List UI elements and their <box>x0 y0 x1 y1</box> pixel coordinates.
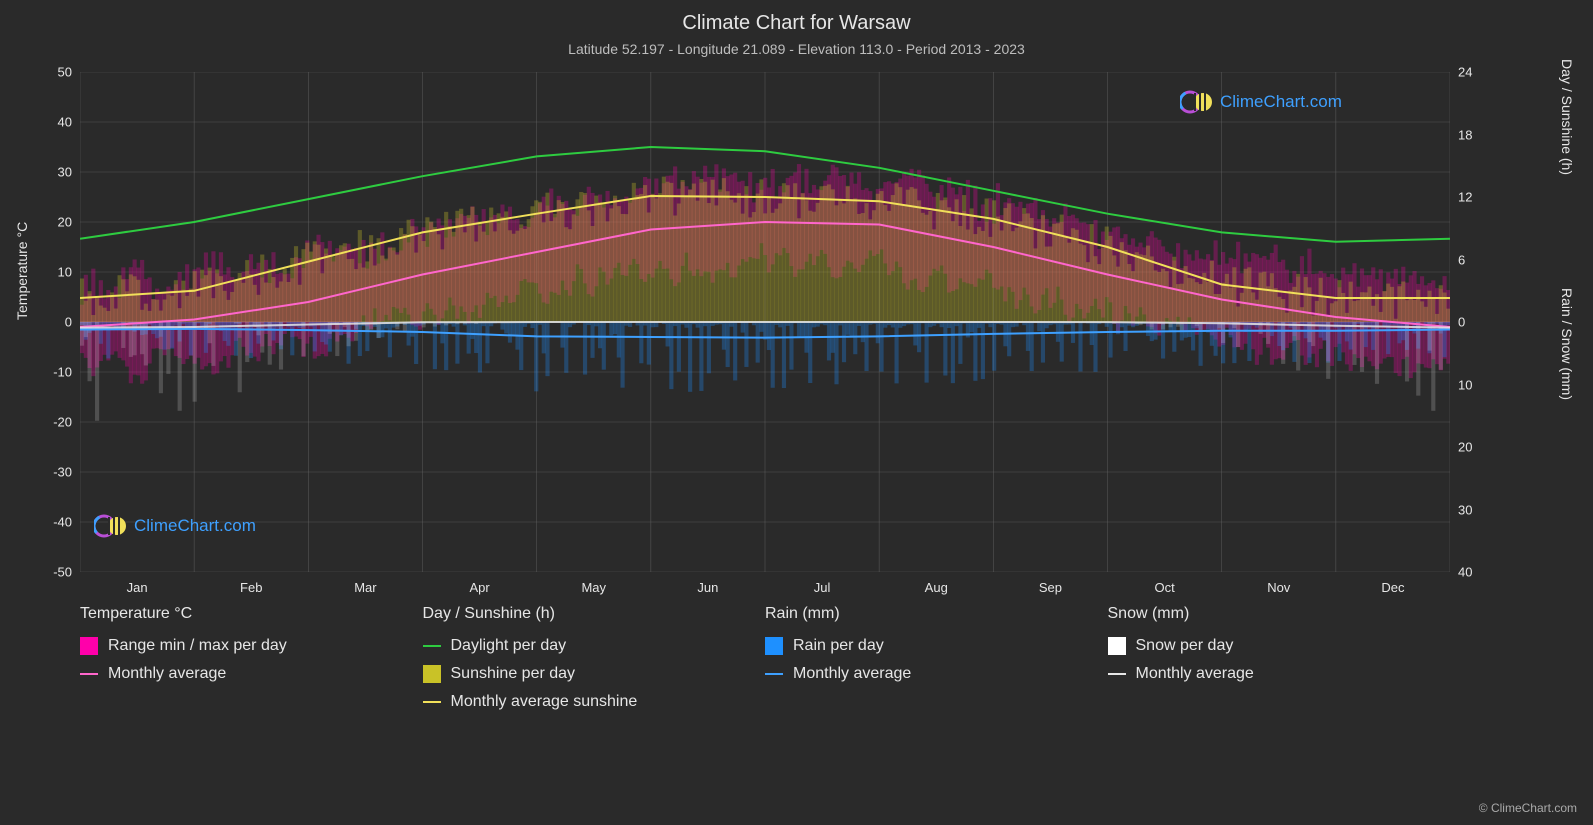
legend-label: Snow per day <box>1136 637 1234 655</box>
legend-column: Snow (mm) Snow per day Monthly average <box>1108 605 1451 721</box>
brand-logo-bottom: ClimeChart.com <box>94 512 256 540</box>
chart-svg <box>80 72 1450 572</box>
legend-heading: Rain (mm) <box>765 605 1088 623</box>
chart-title: Climate Chart for Warsaw <box>0 0 1593 35</box>
legend-item: Monthly average <box>1108 665 1431 683</box>
legend-label: Monthly average <box>108 665 226 683</box>
y-left-tick: -40 <box>53 515 80 530</box>
credit-text: © ClimeChart.com <box>1479 801 1577 815</box>
x-month-tick: Oct <box>1154 572 1174 595</box>
legend-item: Sunshine per day <box>423 665 746 683</box>
legend-label: Daylight per day <box>451 637 567 655</box>
legend-item: Monthly average sunshine <box>423 693 746 711</box>
legend-item: Monthly average <box>80 665 403 683</box>
legend-label: Monthly average sunshine <box>451 693 638 711</box>
x-month-tick: Jul <box>814 572 831 595</box>
x-month-tick: Nov <box>1267 572 1290 595</box>
legend-heading: Snow (mm) <box>1108 605 1431 623</box>
brand-text: ClimeChart.com <box>134 516 256 536</box>
y-right-top-tick: 24 <box>1450 65 1472 80</box>
x-month-tick: Feb <box>240 572 262 595</box>
legend-heading: Temperature °C <box>80 605 403 623</box>
x-month-tick: Mar <box>354 572 376 595</box>
legend-swatch-icon <box>1108 637 1126 655</box>
x-month-tick: Dec <box>1381 572 1404 595</box>
y-left-tick: 10 <box>58 265 80 280</box>
y-right-top-tick: 12 <box>1450 190 1472 205</box>
legend-line-icon <box>80 673 98 675</box>
legend-swatch-icon <box>765 637 783 655</box>
y-right-bottom-tick: 40 <box>1450 565 1472 580</box>
legend-swatch-icon <box>423 665 441 683</box>
y-right-bottom-tick: 20 <box>1450 440 1472 455</box>
legend-column: Rain (mm) Rain per day Monthly average <box>765 605 1108 721</box>
y-left-tick: 30 <box>58 165 80 180</box>
legend-label: Range min / max per day <box>108 637 287 655</box>
legend-line-icon <box>423 645 441 647</box>
x-month-tick: Apr <box>469 572 489 595</box>
y-left-tick: 50 <box>58 65 80 80</box>
x-month-tick: Jun <box>697 572 718 595</box>
legend-heading: Day / Sunshine (h) <box>423 605 746 623</box>
y-left-tick: -10 <box>53 365 80 380</box>
y-left-tick: 20 <box>58 215 80 230</box>
y-right-bottom-tick: 10 <box>1450 377 1472 392</box>
legend-label: Sunshine per day <box>451 665 576 683</box>
legend-column: Day / Sunshine (h) Daylight per day Sunshi… <box>423 605 766 721</box>
legend-line-icon <box>423 701 441 703</box>
x-month-tick: Aug <box>925 572 948 595</box>
legend-swatch-icon <box>80 637 98 655</box>
y-left-tick: 40 <box>58 115 80 130</box>
brand-text: ClimeChart.com <box>1220 92 1342 112</box>
y-right-top-tick: 6 <box>1450 252 1465 267</box>
brand-logo-top: ClimeChart.com <box>1180 88 1342 116</box>
brand-orb-icon <box>94 512 128 540</box>
chart-subtitle: Latitude 52.197 - Longitude 21.089 - Ele… <box>0 35 1593 57</box>
y-right-bottom-tick: 30 <box>1450 502 1472 517</box>
legend-label: Monthly average <box>793 665 911 683</box>
legend-item: Daylight per day <box>423 637 746 655</box>
legend-item: Snow per day <box>1108 637 1431 655</box>
y-axis-right-label-bottom: Rain / Snow (mm) <box>1559 288 1575 400</box>
brand-orb-icon <box>1180 88 1214 116</box>
legend-label: Monthly average <box>1136 665 1254 683</box>
y-axis-left-label: Temperature °C <box>14 222 30 320</box>
legend-label: Rain per day <box>793 637 884 655</box>
x-month-tick: May <box>581 572 606 595</box>
y-left-tick: -50 <box>53 565 80 580</box>
legend-item: Monthly average <box>765 665 1088 683</box>
y-right-top-tick: 0 <box>1450 315 1465 330</box>
x-month-tick: Sep <box>1039 572 1062 595</box>
legend-column: Temperature °C Range min / max per day Mon… <box>80 605 423 721</box>
legend-item: Range min / max per day <box>80 637 403 655</box>
y-left-tick: -20 <box>53 415 80 430</box>
legend-line-icon <box>765 673 783 675</box>
x-month-tick: Jan <box>127 572 148 595</box>
y-axis-right-label-top: Day / Sunshine (h) <box>1559 59 1575 175</box>
legend-item: Rain per day <box>765 637 1088 655</box>
y-right-top-tick: 18 <box>1450 127 1472 142</box>
chart-plot-area: -50-40-30-20-100102030405006121824102030… <box>80 72 1450 572</box>
y-left-tick: 0 <box>65 315 80 330</box>
y-left-tick: -30 <box>53 465 80 480</box>
legend-line-icon <box>1108 673 1126 675</box>
legend: Temperature °C Range min / max per day Mon… <box>80 605 1450 721</box>
